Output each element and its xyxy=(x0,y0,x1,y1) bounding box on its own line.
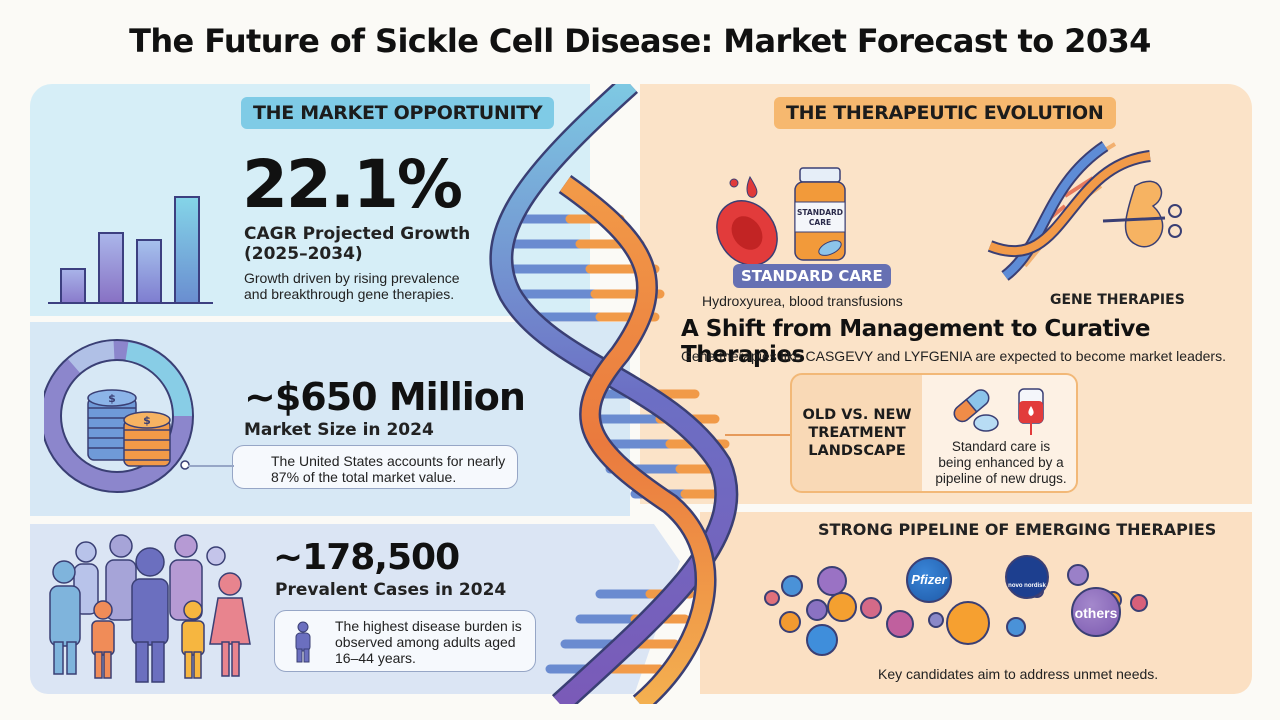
landscape-connector xyxy=(725,434,791,436)
coin-stack-donut-icon: $ $ xyxy=(44,339,194,493)
svg-text:CARE: CARE xyxy=(809,218,831,227)
pfizer-logo: Pfizer xyxy=(906,557,952,603)
growth-desc-1: Growth driven by rising prevalence xyxy=(244,270,460,286)
cagr-label: CAGR Projected Growth xyxy=(244,224,471,244)
red-blood-cell-icon xyxy=(716,175,778,265)
callout-connector xyxy=(188,465,234,467)
pipeline-footer: Key candidates aim to address unmet need… xyxy=(878,666,1159,682)
growth-desc-2: and breakthrough gene therapies. xyxy=(244,286,455,302)
cagr-period: (2025–2034) xyxy=(244,244,363,264)
dna-helix-icon xyxy=(489,84,739,704)
market-size-label: Market Size in 2024 xyxy=(244,420,434,440)
pill-bottle-icon: STANDARD CARE xyxy=(794,167,846,261)
prevalence-label: Prevalent Cases in 2024 xyxy=(275,580,507,600)
standard-care-desc: Hydroxyurea, blood transfusions xyxy=(702,293,903,309)
market-size-value: ~$650 Million xyxy=(244,375,526,419)
capsule-tablet-icon xyxy=(953,389,999,432)
svg-text:$: $ xyxy=(143,414,151,427)
pipeline-header: STRONG PIPELINE OF EMERGING THERAPIES xyxy=(818,520,1217,539)
person-icon xyxy=(295,621,311,663)
therapeutic-evolution-header: THE THERAPEUTIC EVOLUTION xyxy=(774,97,1116,129)
bar-chart-icon xyxy=(48,190,213,304)
prevalence-value: ~178,500 xyxy=(273,537,460,578)
shift-desc: Gene therapies like CASGEVY and LYFGENIA… xyxy=(681,348,1226,364)
others-bubble: others xyxy=(1071,587,1121,637)
people-group-icon xyxy=(49,534,251,683)
gene-therapies-label: GENE THERAPIES xyxy=(1050,292,1185,308)
shift-title: A Shift from Management to Curative Ther… xyxy=(681,316,1150,368)
svg-text:STANDARD: STANDARD xyxy=(797,208,843,217)
age-burden-callout: The highest disease burden is observed a… xyxy=(274,610,536,672)
blood-bag-icon xyxy=(1018,388,1044,435)
cagr-value: 22.1% xyxy=(242,146,463,223)
page-title: The Future of Sickle Cell Disease: Marke… xyxy=(129,22,1151,60)
gene-editing-dna-icon xyxy=(987,141,1182,281)
old-vs-new-landscape-card: OLD VS. NEW TREATMENT LANDSCAPE Standard… xyxy=(790,373,1078,493)
standard-care-badge: STANDARD CARE xyxy=(733,264,891,288)
us-share-callout: The United States accounts for nearly 87… xyxy=(232,445,518,489)
svg-text:$: $ xyxy=(108,392,116,405)
market-opportunity-header: THE MARKET OPPORTUNITY xyxy=(241,97,555,129)
novo-nordisk-logo: novo nordisk xyxy=(1005,555,1049,599)
